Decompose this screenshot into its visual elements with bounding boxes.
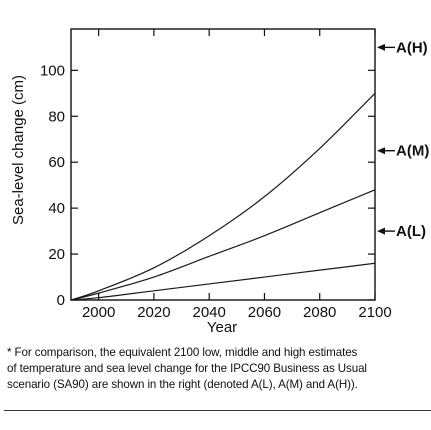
- series-line-1: [70, 92, 376, 301]
- y-axis-title: Sea-level change (cm): [10, 75, 27, 225]
- x-axis-title: Year: [207, 319, 237, 336]
- marker-arrowhead: [377, 147, 385, 155]
- marker-arrowhead: [377, 227, 385, 235]
- marker-label: A(M): [396, 143, 429, 160]
- footnote: * For comparison, the equivalent 2100 lo…: [7, 345, 431, 393]
- marker-arrowhead: [377, 43, 385, 51]
- y-tick-label: 20: [48, 246, 65, 263]
- x-tick-label: 2100: [358, 304, 391, 321]
- marker-label: A(L): [396, 223, 426, 240]
- footnote-line: scenario (SA90) are shown in the right (…: [7, 378, 358, 391]
- footnote-line: * For comparison, the equivalent 2100 lo…: [7, 346, 358, 359]
- series-line-3: [70, 262, 376, 301]
- y-tick-label: 40: [48, 200, 65, 217]
- y-tick-label: 80: [48, 108, 65, 125]
- bottom-divider: [4, 410, 431, 411]
- x-tick-label: 2060: [248, 304, 281, 321]
- plot-frame: [70, 28, 376, 301]
- x-tick-label: 2080: [303, 304, 336, 321]
- x-tick-label: 2000: [82, 304, 115, 321]
- y-tick-label: 0: [57, 292, 65, 309]
- x-tick-label: 2020: [137, 304, 170, 321]
- x-tick-label: 2040: [192, 304, 225, 321]
- footnote-line: of temperature and sea level change for …: [7, 362, 367, 375]
- y-tick-label: 100: [40, 62, 65, 79]
- marker-label: A(H): [396, 39, 428, 56]
- y-tick-label: 60: [48, 154, 65, 171]
